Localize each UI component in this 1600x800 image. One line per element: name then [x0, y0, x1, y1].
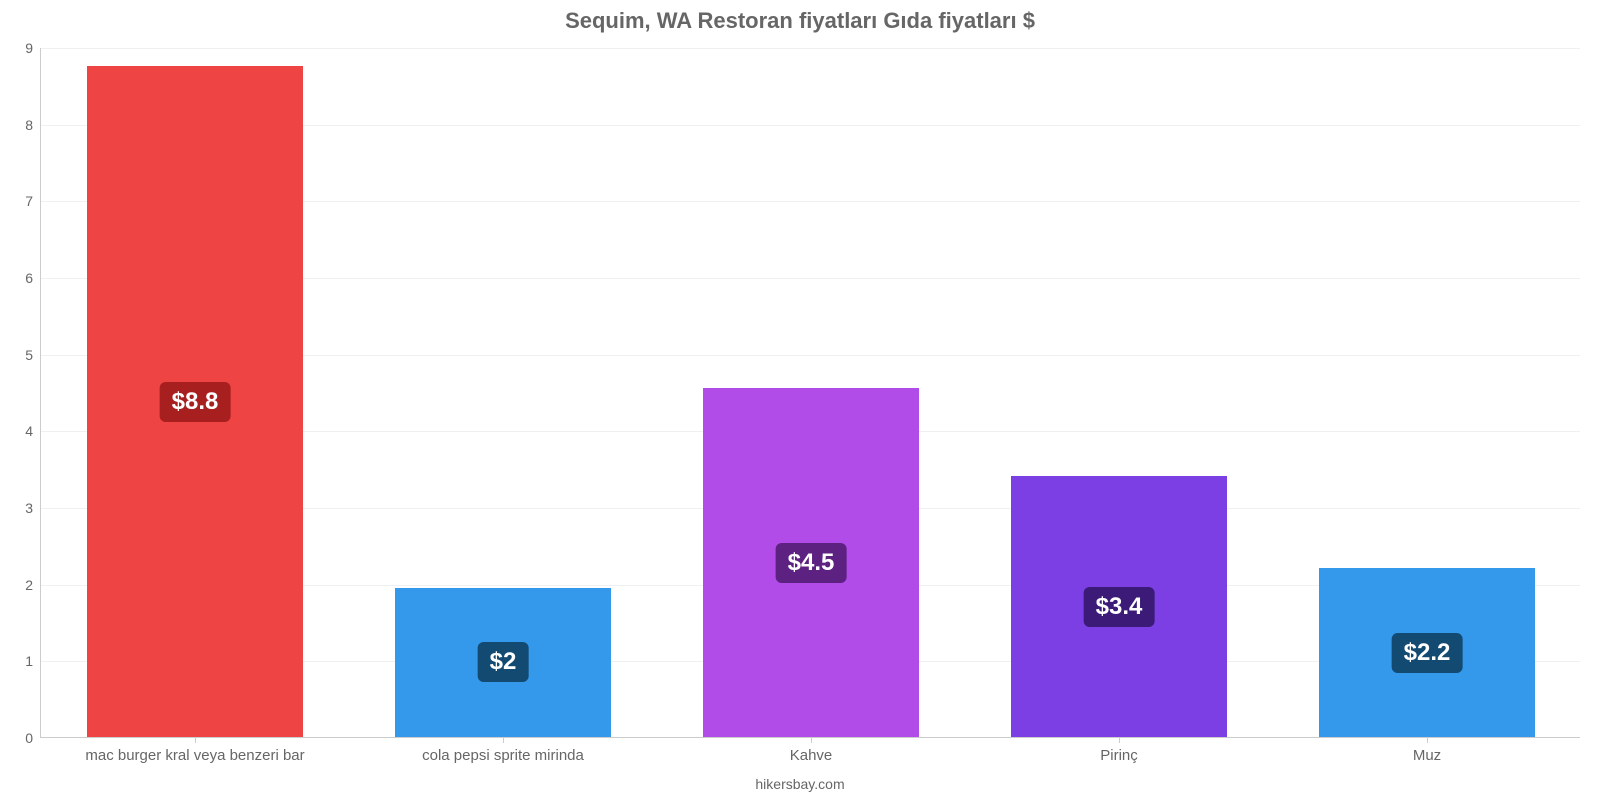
y-tick-label: 5 — [25, 347, 41, 363]
y-tick-label: 6 — [25, 270, 41, 286]
bar-value-label: $8.8 — [160, 382, 231, 422]
x-tick-label: mac burger kral veya benzeri bar — [85, 737, 304, 764]
y-tick-label: 1 — [25, 653, 41, 669]
gridline — [41, 48, 1580, 49]
plot-area: 0123456789$8.8mac burger kral veya benze… — [40, 48, 1580, 738]
y-tick-label: 3 — [25, 500, 41, 516]
bar-value-label: $3.4 — [1084, 587, 1155, 627]
chart-attribution: hikersbay.com — [0, 776, 1600, 792]
x-tick-label: Muz — [1413, 737, 1441, 764]
x-tick-label: Kahve — [790, 737, 833, 764]
y-tick-label: 2 — [25, 577, 41, 593]
y-tick-label: 9 — [25, 40, 41, 56]
bar-value-label: $4.5 — [776, 543, 847, 583]
y-tick-label: 4 — [25, 423, 41, 439]
y-tick-label: 0 — [25, 730, 41, 746]
price-bar-chart: Sequim, WA Restoran fiyatları Gıda fiyat… — [0, 0, 1600, 800]
x-tick-label: Pirinç — [1100, 737, 1138, 764]
bar-value-label: $2.2 — [1392, 633, 1463, 673]
y-tick-label: 7 — [25, 193, 41, 209]
x-tick-label: cola pepsi sprite mirinda — [422, 737, 584, 764]
bar-value-label: $2 — [478, 642, 529, 682]
chart-title: Sequim, WA Restoran fiyatları Gıda fiyat… — [0, 8, 1600, 34]
y-tick-label: 8 — [25, 117, 41, 133]
